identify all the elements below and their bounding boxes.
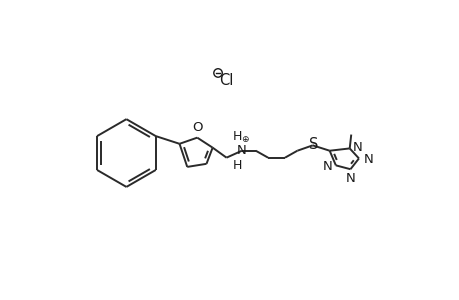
- Text: H: H: [232, 159, 241, 172]
- Text: N: N: [363, 153, 373, 166]
- Text: N: N: [236, 144, 246, 157]
- Text: N: N: [352, 141, 362, 154]
- Text: N: N: [322, 160, 332, 172]
- Text: H: H: [232, 130, 241, 142]
- Text: ⊕: ⊕: [241, 135, 248, 144]
- Text: Cl: Cl: [219, 73, 233, 88]
- Text: O: O: [192, 121, 202, 134]
- Text: S: S: [308, 137, 318, 152]
- Text: N: N: [345, 172, 355, 185]
